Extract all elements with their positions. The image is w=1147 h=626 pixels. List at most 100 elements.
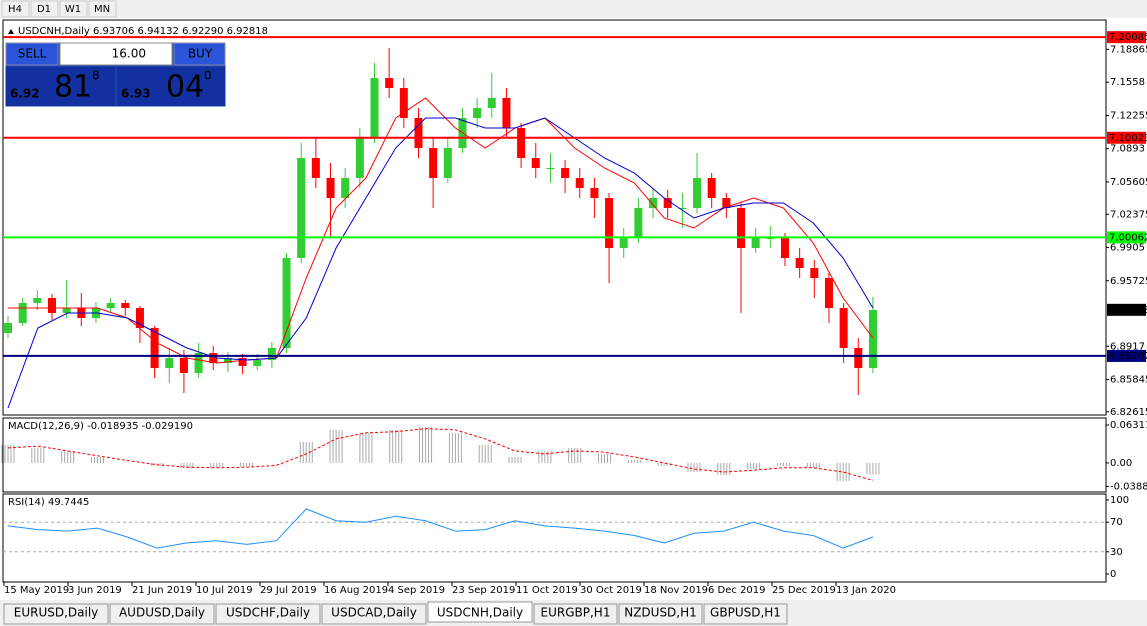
tab-label[interactable]: NZDUSD,H1 [624, 606, 697, 620]
toolbar [0, 0, 1147, 18]
tab-label[interactable]: GBPUSD,H1 [710, 606, 781, 620]
y-tick-label: 0 [1110, 569, 1116, 580]
candle-body [693, 178, 702, 208]
buy-label[interactable]: BUY [188, 47, 213, 61]
ask-sup: 0 [204, 69, 212, 83]
sell-label[interactable]: SELL [18, 47, 47, 61]
y-tick-label: 7.0893 [1110, 144, 1145, 155]
current-price-label: 6.92818 [1109, 305, 1147, 316]
buy-price-box[interactable] [117, 67, 225, 106]
y-tick-label: 6.82615 [1110, 407, 1147, 418]
tab[interactable] [321, 603, 427, 625]
y-tick-label: 30 [1110, 547, 1123, 558]
tab[interactable] [215, 603, 321, 625]
timeframe-label[interactable]: W1 [65, 4, 81, 15]
candle-body [33, 298, 42, 303]
lot-value[interactable]: 16.00 [112, 47, 146, 61]
x-tick-label: 18 Nov 2019 [644, 585, 708, 596]
buy-button[interactable] [173, 42, 226, 66]
x-tick-label: 21 Jun 2019 [132, 585, 192, 596]
candle-body [443, 148, 452, 178]
timeframe-label[interactable]: D1 [37, 4, 51, 15]
ask-big: 04 [166, 70, 204, 105]
candle-body [766, 238, 775, 239]
timeframe-button[interactable] [88, 0, 117, 18]
sell-price-box[interactable] [6, 67, 115, 106]
x-tick-label: 25 Dec 2019 [772, 585, 836, 596]
y-tick-label: 6.95725 [1110, 276, 1147, 287]
candle-body [385, 78, 394, 88]
tab[interactable] [533, 603, 618, 625]
candle-body [150, 328, 159, 368]
ask-prefix: 6.93 [121, 87, 151, 101]
chart-title: USDCNH,Daily 6.93706 6.94132 6.92290 6.9… [18, 26, 268, 37]
timeframe-button[interactable] [59, 0, 88, 18]
panel-frame [2, 417, 1107, 493]
candle-body [854, 348, 863, 368]
x-tick-label: 3 Jun 2019 [68, 585, 122, 596]
tab-label[interactable]: USDCHF,Daily [226, 606, 310, 620]
tab[interactable] [3, 603, 109, 625]
candle-body [751, 238, 760, 248]
candle-body [546, 168, 555, 169]
y-tick-label: 7.12255 [1110, 110, 1147, 121]
y-tick-label: 6.8917 [1110, 341, 1145, 352]
tab-label[interactable]: USDCAD,Daily [331, 606, 417, 620]
symbol-arrow [8, 29, 14, 34]
timeframe-button[interactable] [30, 0, 59, 18]
macd-title: MACD(12,26,9) -0.018935 -0.029190 [8, 421, 193, 432]
tab[interactable] [427, 601, 533, 623]
level-label-box [1107, 131, 1146, 144]
candle-body [517, 128, 526, 158]
tab[interactable] [618, 603, 703, 625]
timeframe-label[interactable]: MN [94, 4, 110, 15]
candle-body [824, 278, 833, 308]
candle-body [473, 108, 482, 118]
candle-body [179, 358, 188, 373]
candle-body [414, 118, 423, 148]
level-label-box [1107, 349, 1146, 362]
candle-body [707, 178, 716, 198]
candle-body [341, 178, 350, 198]
y-tick-label: 0.063113 [1110, 420, 1147, 431]
level-label-box [1107, 31, 1146, 44]
tab[interactable] [109, 603, 215, 625]
x-tick-label: 16 Aug 2019 [324, 585, 388, 596]
indicator-line [7, 117, 874, 409]
y-tick-label: 70 [1110, 517, 1123, 528]
y-tick-label: 0.00 [1110, 458, 1132, 469]
candle-body [62, 308, 71, 313]
candle-body [429, 148, 438, 178]
lot-input[interactable] [59, 42, 173, 66]
candle-body [575, 178, 584, 188]
candle-body [282, 258, 291, 348]
bid-sup: 8 [92, 69, 100, 83]
tab-label[interactable]: EURUSD,Daily [14, 606, 99, 620]
x-tick-label: 11 Oct 2019 [516, 585, 578, 596]
candle-body [165, 358, 174, 368]
candle-body [47, 298, 56, 313]
tab-label[interactable]: USDCNH,Daily [437, 606, 523, 620]
timeframe-label[interactable]: H4 [8, 4, 22, 15]
y-tick-label: 7.05605 [1110, 177, 1147, 188]
indicator-line [7, 508, 874, 549]
tab[interactable] [703, 603, 788, 625]
y-tick-label: 6.9905 [1110, 243, 1145, 254]
tab-label[interactable]: AUDUSD,Daily [119, 606, 205, 620]
level-label: 7.00062 [1109, 232, 1147, 243]
tab-label[interactable]: EURGBP,H1 [541, 606, 611, 620]
candle-body [649, 198, 658, 208]
y-tick-label: -0.03887 [1110, 481, 1147, 492]
sell-button[interactable] [5, 42, 59, 66]
candle-body [795, 258, 804, 268]
y-tick-label: 7.02375 [1110, 209, 1147, 220]
candle-body [326, 178, 335, 198]
x-tick-label: 30 Oct 2019 [580, 585, 642, 596]
candle-body [209, 353, 218, 363]
candle-body [370, 78, 379, 138]
x-tick-label: 13 Jan 2020 [836, 585, 896, 596]
candle-body [223, 358, 232, 363]
timeframe-button[interactable] [1, 0, 30, 18]
x-tick-label: 10 Jul 2019 [196, 585, 253, 596]
